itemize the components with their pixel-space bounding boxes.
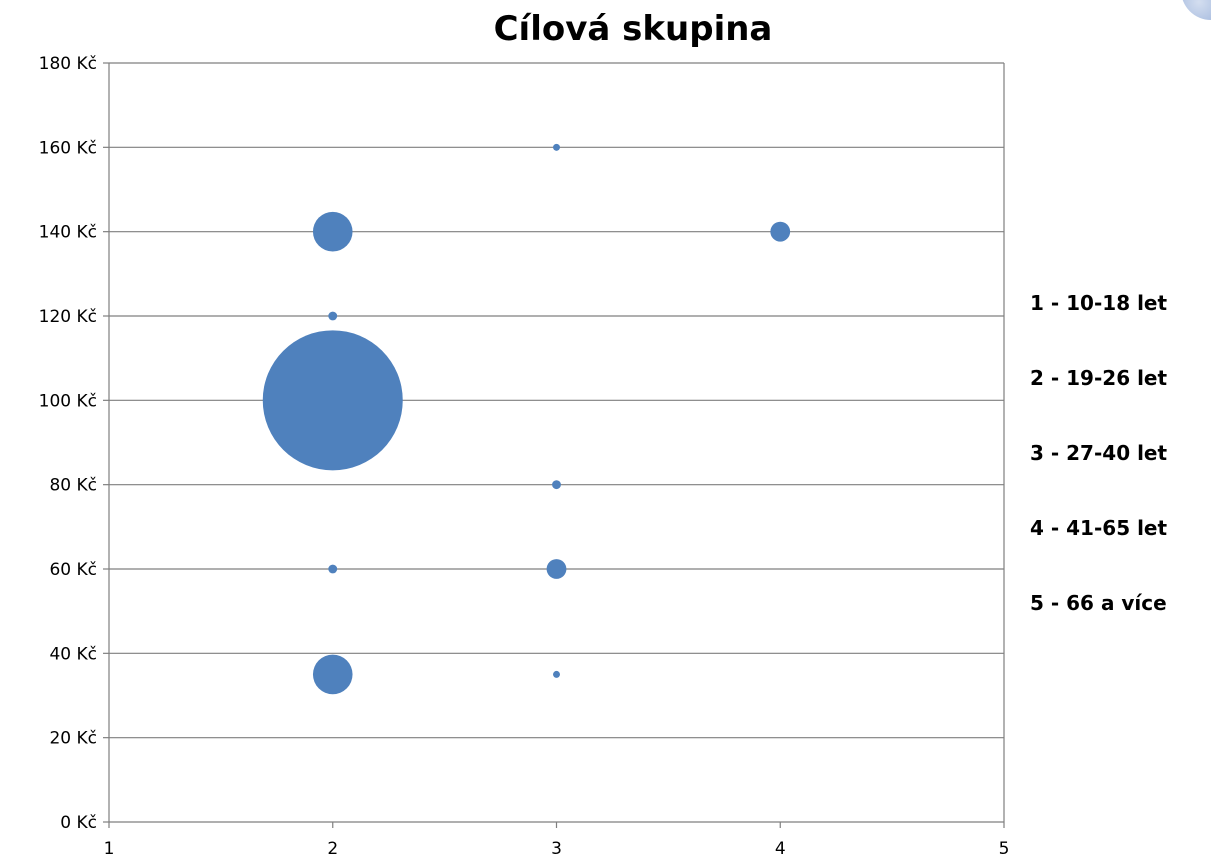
bubble-point (546, 559, 567, 579)
bubble-point (328, 564, 338, 574)
y-tick-label: 0 Kč (60, 813, 97, 833)
y-tick-label: 100 Kč (39, 391, 97, 411)
age-group-annotation: 1 - 10-18 let (1030, 291, 1167, 315)
bubble-point (312, 211, 353, 252)
bubble-point (553, 143, 560, 151)
bubble-point (552, 480, 561, 490)
x-tick-label: 3 (551, 839, 562, 859)
x-tick-label: 1 (104, 839, 115, 859)
chart-title: Cílová skupina (494, 9, 773, 49)
gridlines (109, 62, 1004, 739)
age-group-annotation: 5 - 66 a více (1030, 591, 1167, 615)
x-tick-label: 2 (327, 839, 338, 859)
bubble-point (770, 221, 791, 242)
x-tick-label: 4 (775, 839, 786, 859)
bubble-point (312, 654, 353, 695)
y-tick-label: 40 Kč (49, 644, 97, 664)
bubble-point (553, 670, 560, 678)
y-tick-label: 20 Kč (49, 729, 97, 749)
y-tick-label: 80 Kč (49, 476, 97, 496)
y-tick-label: 60 Kč (49, 560, 97, 580)
x-tick-label: 5 (999, 839, 1010, 859)
age-group-annotation: 2 - 19-26 let (1030, 366, 1167, 390)
x-tick-labels: 1 2 3 4 5 (104, 839, 1010, 859)
bubble-point (328, 311, 338, 321)
age-group-annotation: 4 - 41-65 let (1030, 516, 1167, 540)
y-tick-label: 180 Kč (39, 54, 97, 74)
y-tick-label: 140 Kč (39, 223, 97, 243)
bubble-point (262, 330, 403, 471)
age-group-annotation: 3 - 27-40 let (1030, 441, 1167, 465)
y-tick-label: 160 Kč (39, 138, 97, 158)
age-group-annotations: 1 - 10-18 let 2 - 19-26 let 3 - 27-40 let 4… (1030, 291, 1167, 615)
y-tick-label: 120 Kč (39, 307, 97, 327)
bubbles (262, 143, 791, 695)
y-tick-labels: 0 Kč 20 Kč 40 Kč 60 Kč 80 Kč 100 Kč 120 Kč 140 … (39, 54, 97, 833)
axes (103, 62, 1005, 828)
